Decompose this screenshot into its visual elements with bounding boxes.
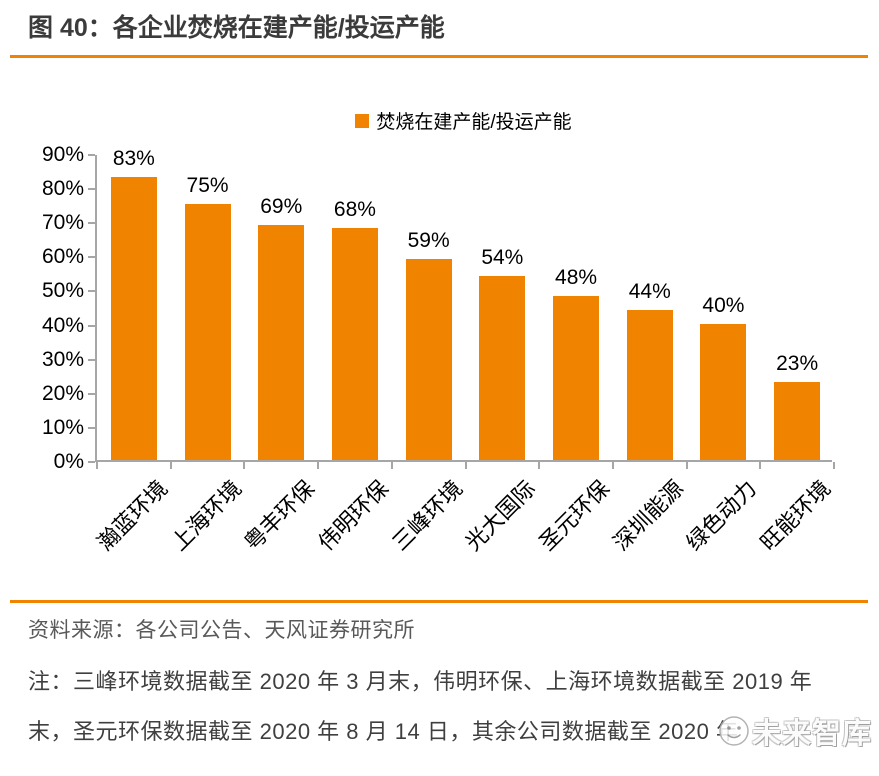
bar <box>405 259 452 460</box>
x-axis-tick <box>686 462 688 469</box>
watermark: 未来智库 <box>718 710 872 752</box>
note-text-line2: 末，圣元环保数据截至 2020 年 8 月 14 日，其余公司数据截至 2020… <box>28 719 739 744</box>
x-axis-label: 伟明环保 <box>313 475 394 556</box>
x-axis-tick <box>465 462 467 469</box>
x-axis-tick <box>96 462 98 469</box>
x-axis-label: 深圳能源 <box>608 475 688 556</box>
y-axis-tick-label: 70% <box>41 211 84 235</box>
bar-value-label: 68% <box>333 198 376 221</box>
bar <box>774 382 821 460</box>
y-axis-tick-label: 80% <box>41 177 84 201</box>
bar <box>700 324 747 460</box>
bar-value-label: 48% <box>555 266 598 289</box>
y-axis-tick-label: 60% <box>41 245 84 269</box>
watermark-text: 未来智库 <box>752 718 873 750</box>
plot-area: 83% 瀚蓝环境 75% 上海环境 69% 粤丰环保 68% 伟明环保 59% 三峰环境 54% 光大… <box>92 147 835 555</box>
bar-value-label: 44% <box>628 280 671 303</box>
bar-value-label: 59% <box>407 229 450 252</box>
x-axis-label: 上海环境 <box>165 475 246 556</box>
x-axis-label: 绿色动力 <box>681 475 762 556</box>
y-axis-tick <box>88 461 95 463</box>
y-axis-tick <box>88 426 95 429</box>
footer-divider <box>10 600 868 603</box>
note-text-line1: 注：三峰环境数据截至 2020 年 3 月末，伟明环保、上海环境数据截至 201… <box>28 669 813 694</box>
x-axis-tick <box>317 462 319 469</box>
bar-value-label: 75% <box>186 174 229 197</box>
x-axis-tick <box>538 462 540 469</box>
y-axis-tick-label: 30% <box>41 347 84 371</box>
y-axis-tick-label: 20% <box>41 381 84 405</box>
x-axis-label: 旺能环境 <box>755 475 836 556</box>
y-axis-tick <box>88 188 95 191</box>
bar-value-label: 23% <box>776 352 819 375</box>
x-axis-tick <box>243 462 245 469</box>
y-axis-tick <box>88 154 95 156</box>
bar <box>479 276 526 460</box>
bar <box>626 310 673 460</box>
y-axis-tick <box>88 256 95 259</box>
y-axis-tick-label: 90% <box>41 143 84 166</box>
x-axis-label: 瀚蓝环境 <box>92 475 173 556</box>
x-axis-label: 粤丰环保 <box>239 475 320 556</box>
bar-value-label: 54% <box>481 246 524 269</box>
bar <box>110 177 157 460</box>
x-axis-tick <box>612 462 614 469</box>
y-axis-tick-label: 40% <box>41 313 84 337</box>
source-text: 资料来源：各公司公告、天风证券研究所 <box>28 619 415 642</box>
legend-label: 焚烧在建产能/投运产能 <box>376 112 572 133</box>
y-axis-tick <box>88 392 95 395</box>
bar <box>553 296 600 460</box>
title-divider <box>10 55 868 58</box>
bar <box>331 228 378 460</box>
chart-legend: 焚烧在建产能/投运产能 <box>95 107 832 134</box>
bar-value-label: 83% <box>112 147 155 170</box>
y-axis-tick-label: 10% <box>41 415 84 439</box>
y-axis-tick <box>88 290 95 293</box>
y-axis-tick <box>88 358 95 361</box>
x-axis-tick <box>391 462 393 469</box>
y-axis-tick-label: 0% <box>53 450 84 473</box>
watermark-logo-icon <box>719 716 749 746</box>
y-axis-tick-label: 50% <box>41 279 84 303</box>
bar <box>184 204 231 460</box>
bar-value-label: 40% <box>702 294 745 317</box>
bar-chart: 83% 瀚蓝环境 75% 上海环境 69% 粤丰环保 68% 伟明环保 59% 三峰环境 54% 光大… <box>0 144 879 585</box>
x-axis-label: 圣元环保 <box>534 475 615 556</box>
x-axis-label: 三峰环境 <box>386 475 467 556</box>
x-axis-label: 光大国际 <box>460 475 541 556</box>
y-axis-tick <box>88 324 95 327</box>
x-axis-tick <box>759 462 761 469</box>
figure-title: 图 40：各企业焚烧在建产能/投运产能 <box>28 14 445 42</box>
legend-swatch-icon <box>355 113 370 128</box>
bar <box>258 225 305 460</box>
bar-value-label: 69% <box>260 195 303 218</box>
y-axis-tick <box>88 222 95 225</box>
x-axis-tick <box>833 462 835 469</box>
x-axis-tick <box>170 462 172 469</box>
